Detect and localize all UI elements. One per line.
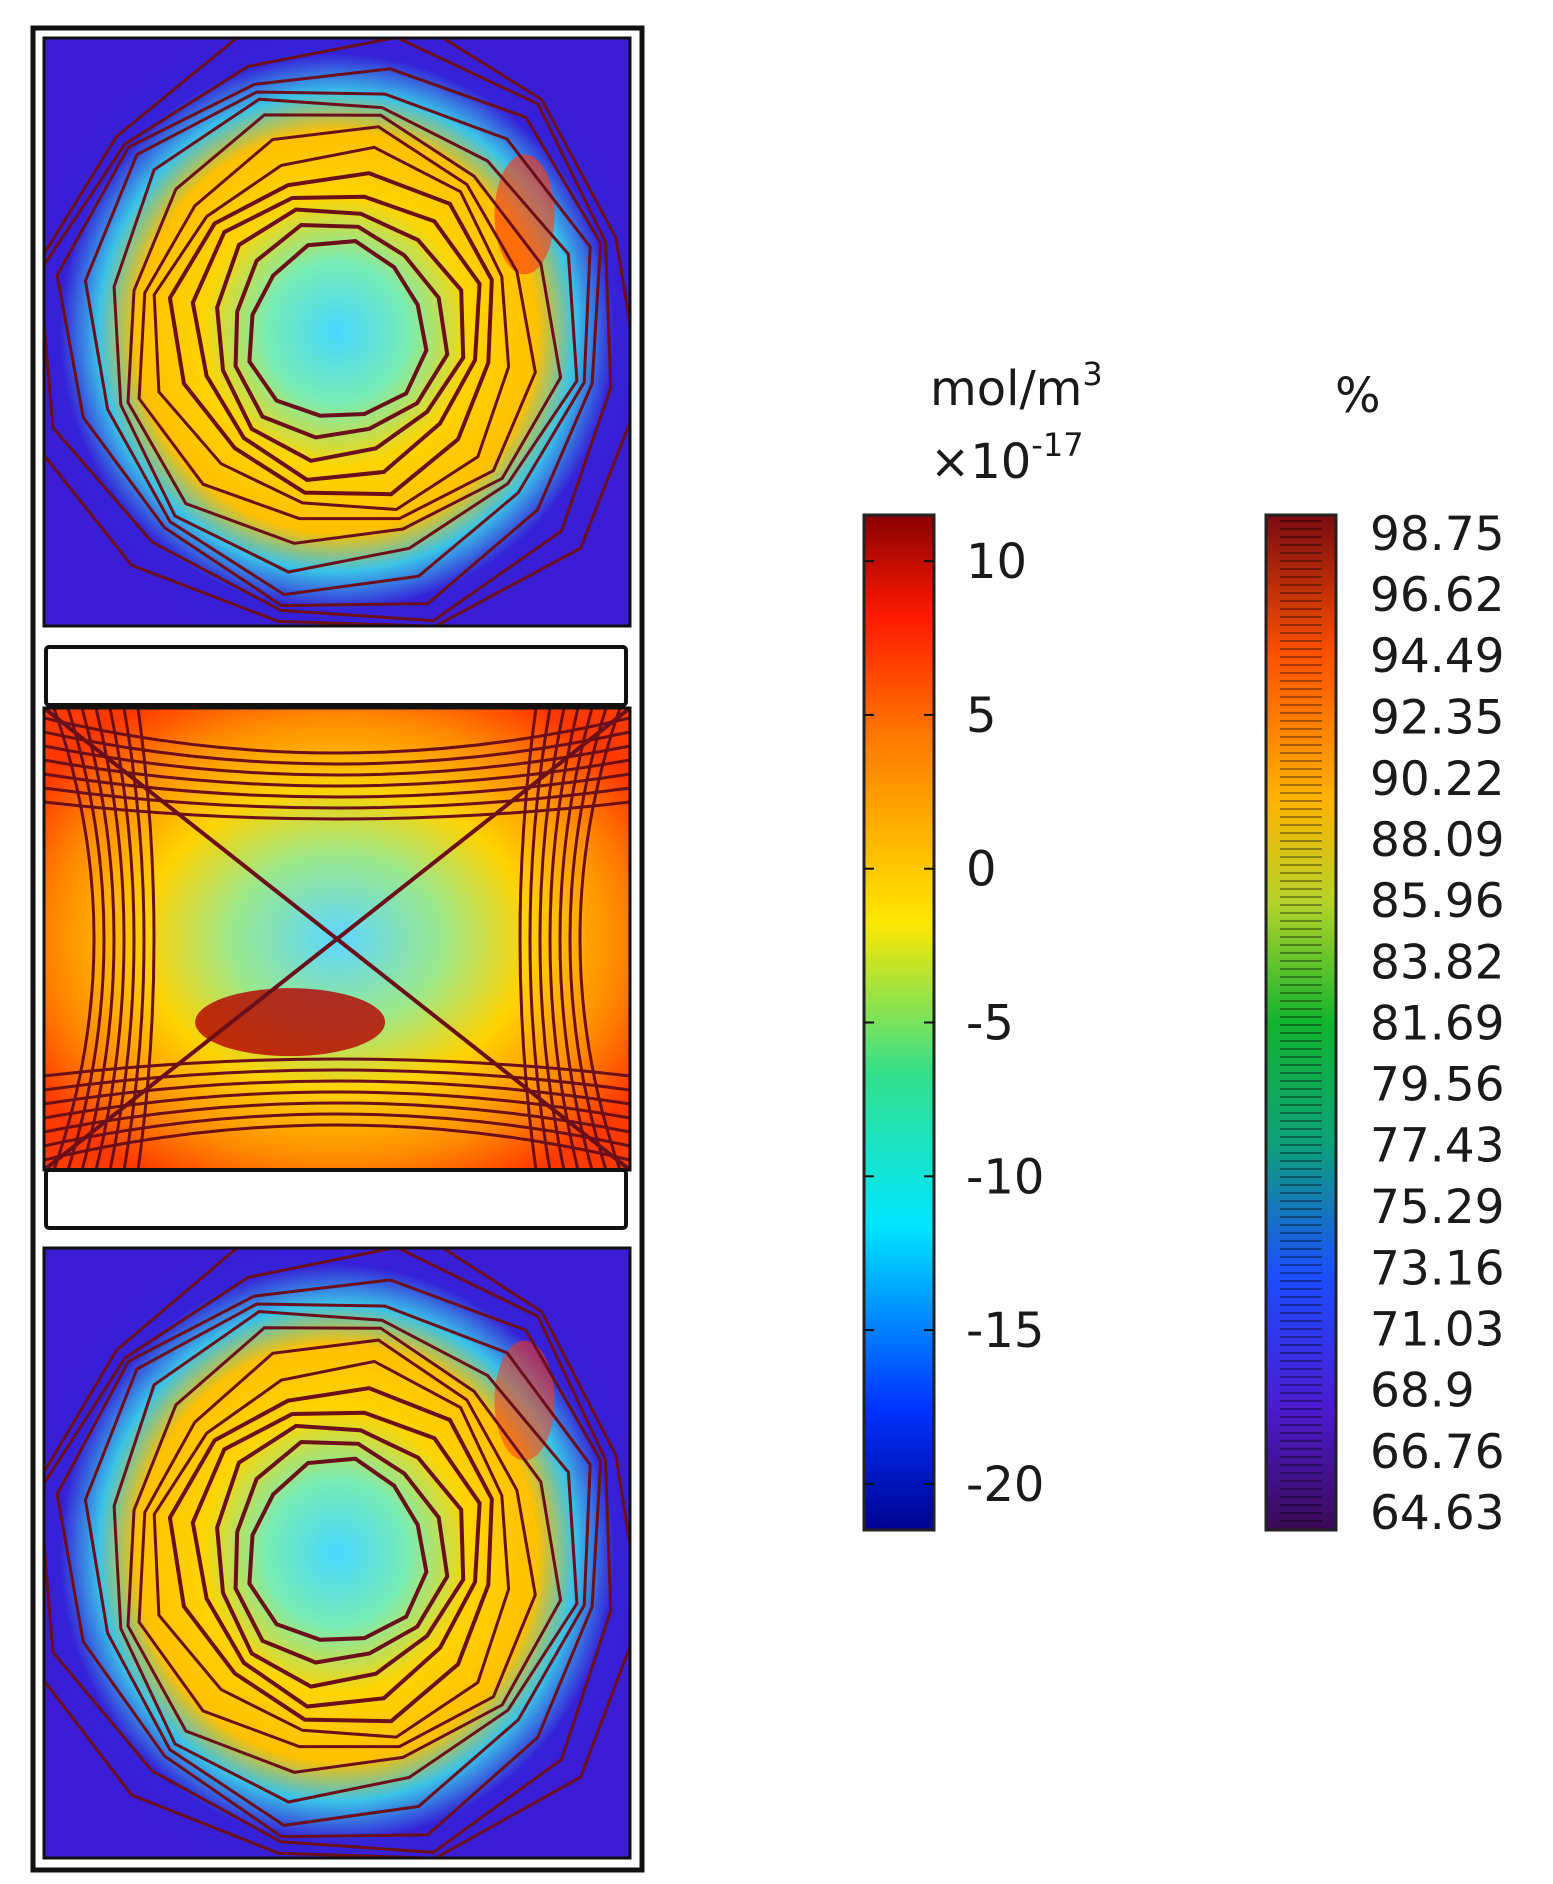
colorbar-concentration-tick-label: 10	[966, 534, 1027, 590]
panel-2-contour	[518, 708, 538, 1170]
panel-2-contour	[94, 708, 126, 1170]
panel-3-contour	[167, 1386, 494, 1724]
panel-3-hotspot	[494, 1340, 555, 1461]
panel-1-contour	[44, 38, 630, 626]
panel-1-contour	[167, 171, 494, 497]
panel-3-contour	[83, 1302, 592, 1827]
panel-1-contour	[55, 67, 603, 608]
panel-2-contour	[44, 1079, 630, 1106]
colorbar-humidity-tick-label: 75.29	[1370, 1180, 1505, 1235]
colorbar-humidity-tick-label: 85.96	[1370, 874, 1505, 929]
panel-3-contour	[190, 1410, 482, 1709]
panel-2-contour	[558, 708, 594, 1170]
panel-2-contour	[568, 708, 608, 1170]
panel-1-contour	[112, 97, 579, 574]
panel-2-contour	[44, 758, 630, 788]
panel-3	[42, 1246, 632, 1860]
panel-2-contour	[44, 1090, 630, 1120]
panel-3-contour	[247, 1456, 429, 1642]
panel-2	[42, 706, 632, 1172]
colorbar-concentration-tick-label: 5	[966, 688, 997, 744]
panel-2-contour	[44, 786, 630, 810]
colorbar-humidity-gradient	[1264, 513, 1338, 1532]
panel-2-contour	[44, 744, 630, 777]
colorbar-humidity-tick-label: 96.62	[1370, 568, 1505, 623]
panel-1-contour	[152, 145, 511, 512]
panel-2-contour	[122, 708, 146, 1170]
panel-2-contour	[44, 1101, 630, 1134]
panel-2-contour	[44, 1112, 630, 1148]
colorbar-humidity-tick-label: 90.22	[1370, 752, 1505, 807]
panel-3-contour	[137, 1338, 537, 1749]
colorbar-concentration-gradient	[862, 513, 936, 1532]
panel-2-hotspot	[195, 988, 386, 1057]
panel-3-contour	[215, 1423, 466, 1689]
panel-1-contour	[247, 239, 429, 418]
panel-1-contour	[126, 113, 563, 545]
panel-1-contour	[190, 194, 482, 482]
panel-1-contour	[44, 38, 613, 623]
contour-panels	[42, 36, 632, 1860]
panel-2-contour	[44, 716, 630, 755]
panel-3-contour	[112, 1309, 579, 1804]
panel-3-contour	[44, 1248, 613, 1854]
panel-2-contour	[44, 800, 630, 821]
panel-2-contour	[80, 708, 116, 1170]
colorbar-humidity-tick-label: 83.82	[1370, 935, 1505, 990]
colorbar-concentration-tick-label: -15	[966, 1303, 1044, 1359]
panel-2-contour	[578, 708, 622, 1170]
panel-3-contour	[126, 1326, 563, 1774]
colorbar-concentration-tick-label: -10	[966, 1149, 1044, 1205]
separator-gap-2	[44, 1168, 628, 1230]
colorbar-concentration-tick-label: -20	[966, 1457, 1044, 1513]
panel-1-contour	[137, 125, 537, 521]
panel-3-border	[42, 1246, 632, 1860]
colorbar-humidity-tick-label: 92.35	[1370, 691, 1505, 746]
colorbar-concentration-tick-label: -5	[966, 996, 1014, 1052]
panel-1-contour	[215, 207, 466, 463]
panel-2-contour	[52, 708, 96, 1170]
panel-2-contour	[538, 708, 566, 1170]
panel-2-contour	[44, 1068, 630, 1092]
panel-3-contour	[233, 1439, 450, 1665]
panel-2-contour	[44, 730, 630, 766]
panel-2-contour	[108, 708, 136, 1170]
colorbar-humidity-tick-label: 73.16	[1370, 1241, 1505, 1296]
panel-2-contour	[44, 1057, 630, 1078]
colorbar-humidity-unit: %	[1335, 368, 1381, 424]
panel-3-contour	[44, 1248, 630, 1858]
colorbar-humidity-tick-label: 88.09	[1370, 813, 1505, 868]
colorbar-concentration: mol/m3 ×10-17 10 5 0 -5 -10 -15 -20	[862, 355, 1103, 1532]
colorbar-humidity-tick-label: 71.03	[1370, 1302, 1505, 1357]
colorbar-humidity-tick-label: 98.75	[1370, 507, 1505, 562]
panel-2-contour	[44, 772, 630, 799]
panel-2-contour	[528, 708, 552, 1170]
panel-3-contour	[55, 1278, 603, 1839]
colorbar-humidity-tick-label: 79.56	[1370, 1058, 1505, 1113]
panel-2-contour	[548, 708, 580, 1170]
colorbar-humidity-tick-label: 68.9	[1370, 1363, 1475, 1418]
panel-2-contour	[136, 708, 156, 1170]
colorbar-concentration-tick-label: 0	[966, 842, 997, 898]
colorbar-humidity-tick-label: 64.63	[1370, 1486, 1505, 1541]
panel-1-contour	[233, 222, 450, 440]
domain-outline	[30, 25, 645, 1873]
colorbar-humidity-tick-label: 66.76	[1370, 1425, 1505, 1480]
colorbar-concentration-unit: mol/m3	[930, 355, 1103, 417]
panel-1-contour	[83, 90, 592, 597]
panel-1-border	[42, 36, 632, 628]
separator-gap-1	[44, 645, 628, 707]
panel-2-contour	[44, 708, 630, 1170]
colorbar-humidity: % 98.75 96.62 94.49 92.35 90.22 88.09 85.96 83.…	[1264, 368, 1505, 1541]
colorbar-humidity-tick-label: 94.49	[1370, 629, 1505, 684]
panel-2-contour	[66, 708, 106, 1170]
panel-1	[42, 36, 632, 628]
colorbar-humidity-tick-label: 81.69	[1370, 997, 1505, 1052]
colorbar-humidity-tick-label: 77.43	[1370, 1119, 1505, 1174]
panel-3-contour	[152, 1359, 511, 1739]
colorbar-concentration-scale: ×10-17	[930, 426, 1084, 490]
panel-2-contour	[44, 1123, 630, 1162]
